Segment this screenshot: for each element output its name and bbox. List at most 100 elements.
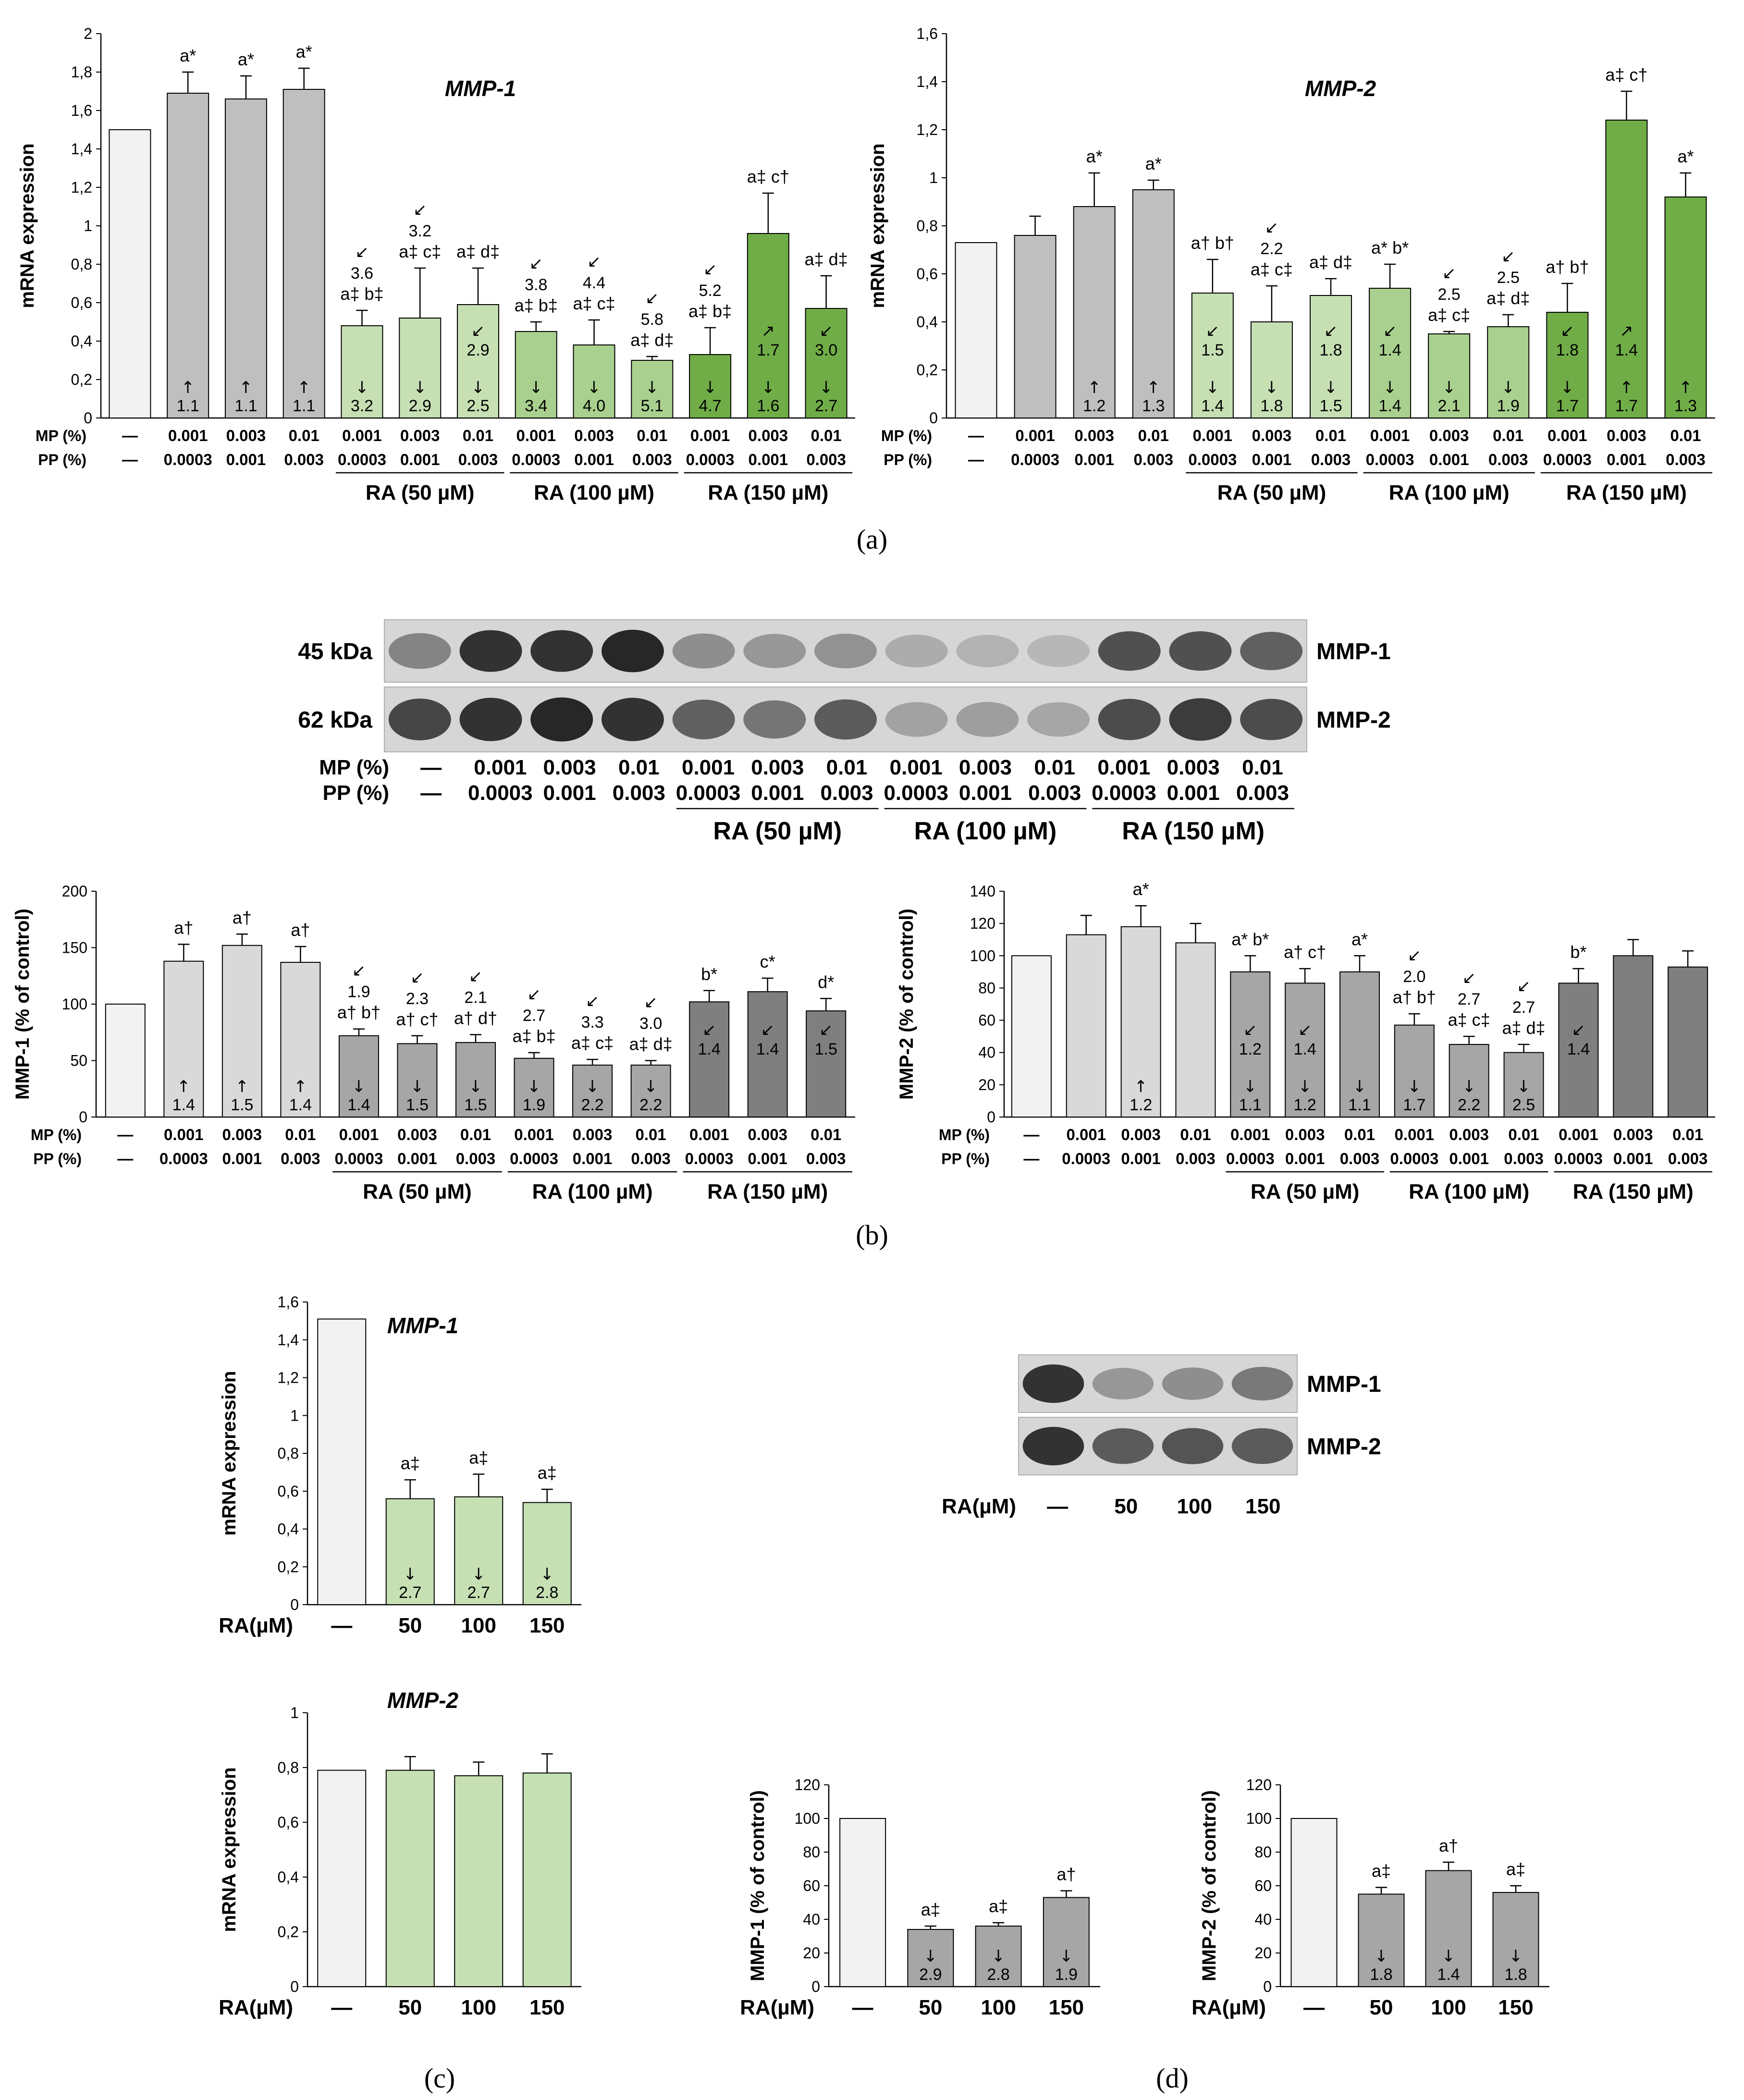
bar [806, 1010, 847, 1118]
pp-value: 0.0003 [1366, 451, 1414, 468]
fold-arrow: ↓ [1442, 1947, 1456, 1966]
fold-value: 2.2 [1260, 240, 1283, 258]
fold-value: 1.1 [1348, 1096, 1371, 1114]
pp-value: 0.0003 [468, 781, 533, 805]
bar [747, 233, 789, 418]
ra-value: 50 [398, 1614, 422, 1637]
mp-value: 0.003 [397, 1126, 437, 1143]
mp-value: 0.003 [749, 427, 788, 444]
bar [385, 1498, 435, 1605]
protein-band [388, 699, 451, 740]
panel-label-b: (b) [856, 1219, 888, 1251]
y-tick-label: 120 [795, 1776, 820, 1793]
fold-value: 5.8 [641, 310, 663, 329]
mp-value: 0.003 [573, 1126, 613, 1143]
y-tick-label: 0 [811, 1978, 820, 1995]
pp-value: 0.001 [1121, 1150, 1161, 1167]
significance-label: a† b† [1191, 233, 1234, 253]
bar [805, 308, 847, 418]
ra-value: 50 [398, 1996, 422, 2019]
fold-value: 1.1 [293, 397, 315, 415]
protein-band [885, 702, 948, 737]
mp-value: 0.003 [1121, 1126, 1161, 1143]
significance-label: a‡ d‡ [805, 249, 848, 269]
significance-label: a† c† [396, 1009, 438, 1029]
fold-value: 1.8 [1370, 1965, 1392, 1984]
mp-value: 0.001 [1097, 756, 1150, 779]
significance-label: a‡ b‡ [340, 284, 383, 304]
significance-label: a‡ d‡ [1309, 252, 1352, 272]
pp-value: 0.001 [748, 1150, 787, 1167]
bar [1449, 1044, 1489, 1118]
bar [1613, 955, 1654, 1118]
fold-arrow: ↑ [181, 378, 195, 397]
fold-value: 1.9 [1055, 1965, 1078, 1984]
pp-value: 0.0003 [676, 781, 741, 805]
mp-value: 0.003 [959, 756, 1012, 779]
mp-value: 0.01 [460, 1126, 491, 1143]
y-tick-label: 0,4 [278, 1521, 299, 1538]
y-tick-label: 0 [929, 409, 938, 427]
fold-arrow: ↙ [702, 1020, 716, 1040]
mp-value: 0.001 [682, 756, 735, 779]
bar [515, 331, 557, 418]
significance-label: a‡ b‡ [515, 295, 558, 315]
bar [631, 360, 674, 418]
group-label: RA (50 µM) [366, 481, 475, 504]
significance-label: a‡ d‡ [1486, 288, 1530, 308]
fold-value: 1.4 [1201, 397, 1224, 415]
fold-value: 2.9 [919, 1965, 942, 1984]
blot-protein-label: MMP-2 [1307, 1434, 1381, 1460]
bar [689, 354, 732, 418]
pp-value: 0.001 [226, 451, 266, 468]
significance-label: a* [1086, 147, 1103, 166]
fold-value: 1.1 [177, 397, 199, 415]
pp-value: 0.0003 [884, 781, 948, 805]
fold-arrow: ↙ [471, 321, 485, 341]
significance-label: b* [1570, 942, 1586, 962]
fold-value: 2.1 [464, 988, 487, 1007]
group-label: RA (50 µM) [1217, 481, 1326, 504]
y-tick-label: 0,2 [917, 361, 938, 379]
western-blot-d: MMP-1 MMP-2 [1018, 1354, 1381, 1475]
pp-value: — [1023, 1150, 1039, 1167]
mp-value: 0.001 [890, 756, 943, 779]
bar [454, 1775, 504, 1988]
bar [1605, 120, 1648, 418]
group-label: RA (150 µM) [1122, 817, 1265, 845]
fold-value: 4.0 [583, 397, 605, 415]
y-axis-label: mRNA expression [867, 143, 888, 308]
y-tick-label: 1,4 [71, 140, 92, 158]
pp-value: 0.001 [1074, 451, 1114, 468]
ra-row-label: RA(µM) [219, 1996, 293, 2019]
mp-value: — [420, 756, 442, 779]
y-tick-label: 40 [803, 1911, 820, 1928]
fold-value: 3.4 [525, 397, 547, 415]
pp-value: 0.0003 [1011, 451, 1059, 468]
bar [399, 318, 442, 418]
bar [105, 1004, 146, 1118]
fold-arrow: ↓ [1509, 1947, 1523, 1966]
mp-value: 0.003 [1074, 427, 1114, 444]
fold-arrow: ↓ [1324, 378, 1338, 397]
fold-value: 1.7 [757, 341, 779, 359]
bar [1290, 1818, 1338, 1987]
y-tick-label: 1 [84, 217, 92, 234]
fold-value: 2.9 [409, 397, 431, 415]
significance-label: a* [1133, 879, 1149, 899]
pp-value: 0.0003 [1062, 1150, 1110, 1167]
y-tick-label: 40 [978, 1044, 995, 1061]
blot-protein-label: MMP-1 [1316, 639, 1391, 664]
mp-value: 0.01 [1344, 1126, 1375, 1143]
mp-value: 0.003 [1449, 1126, 1489, 1143]
protein-band [601, 629, 664, 673]
pp-value: 0.0003 [512, 451, 560, 468]
bar [689, 1001, 730, 1118]
pp-value: 0.0003 [164, 451, 212, 468]
bar [282, 89, 325, 418]
significance-label: a† [233, 908, 252, 927]
y-axis-label: MMP-2 (% of control) [896, 909, 917, 1100]
y-tick-label: 0 [290, 1978, 299, 1995]
